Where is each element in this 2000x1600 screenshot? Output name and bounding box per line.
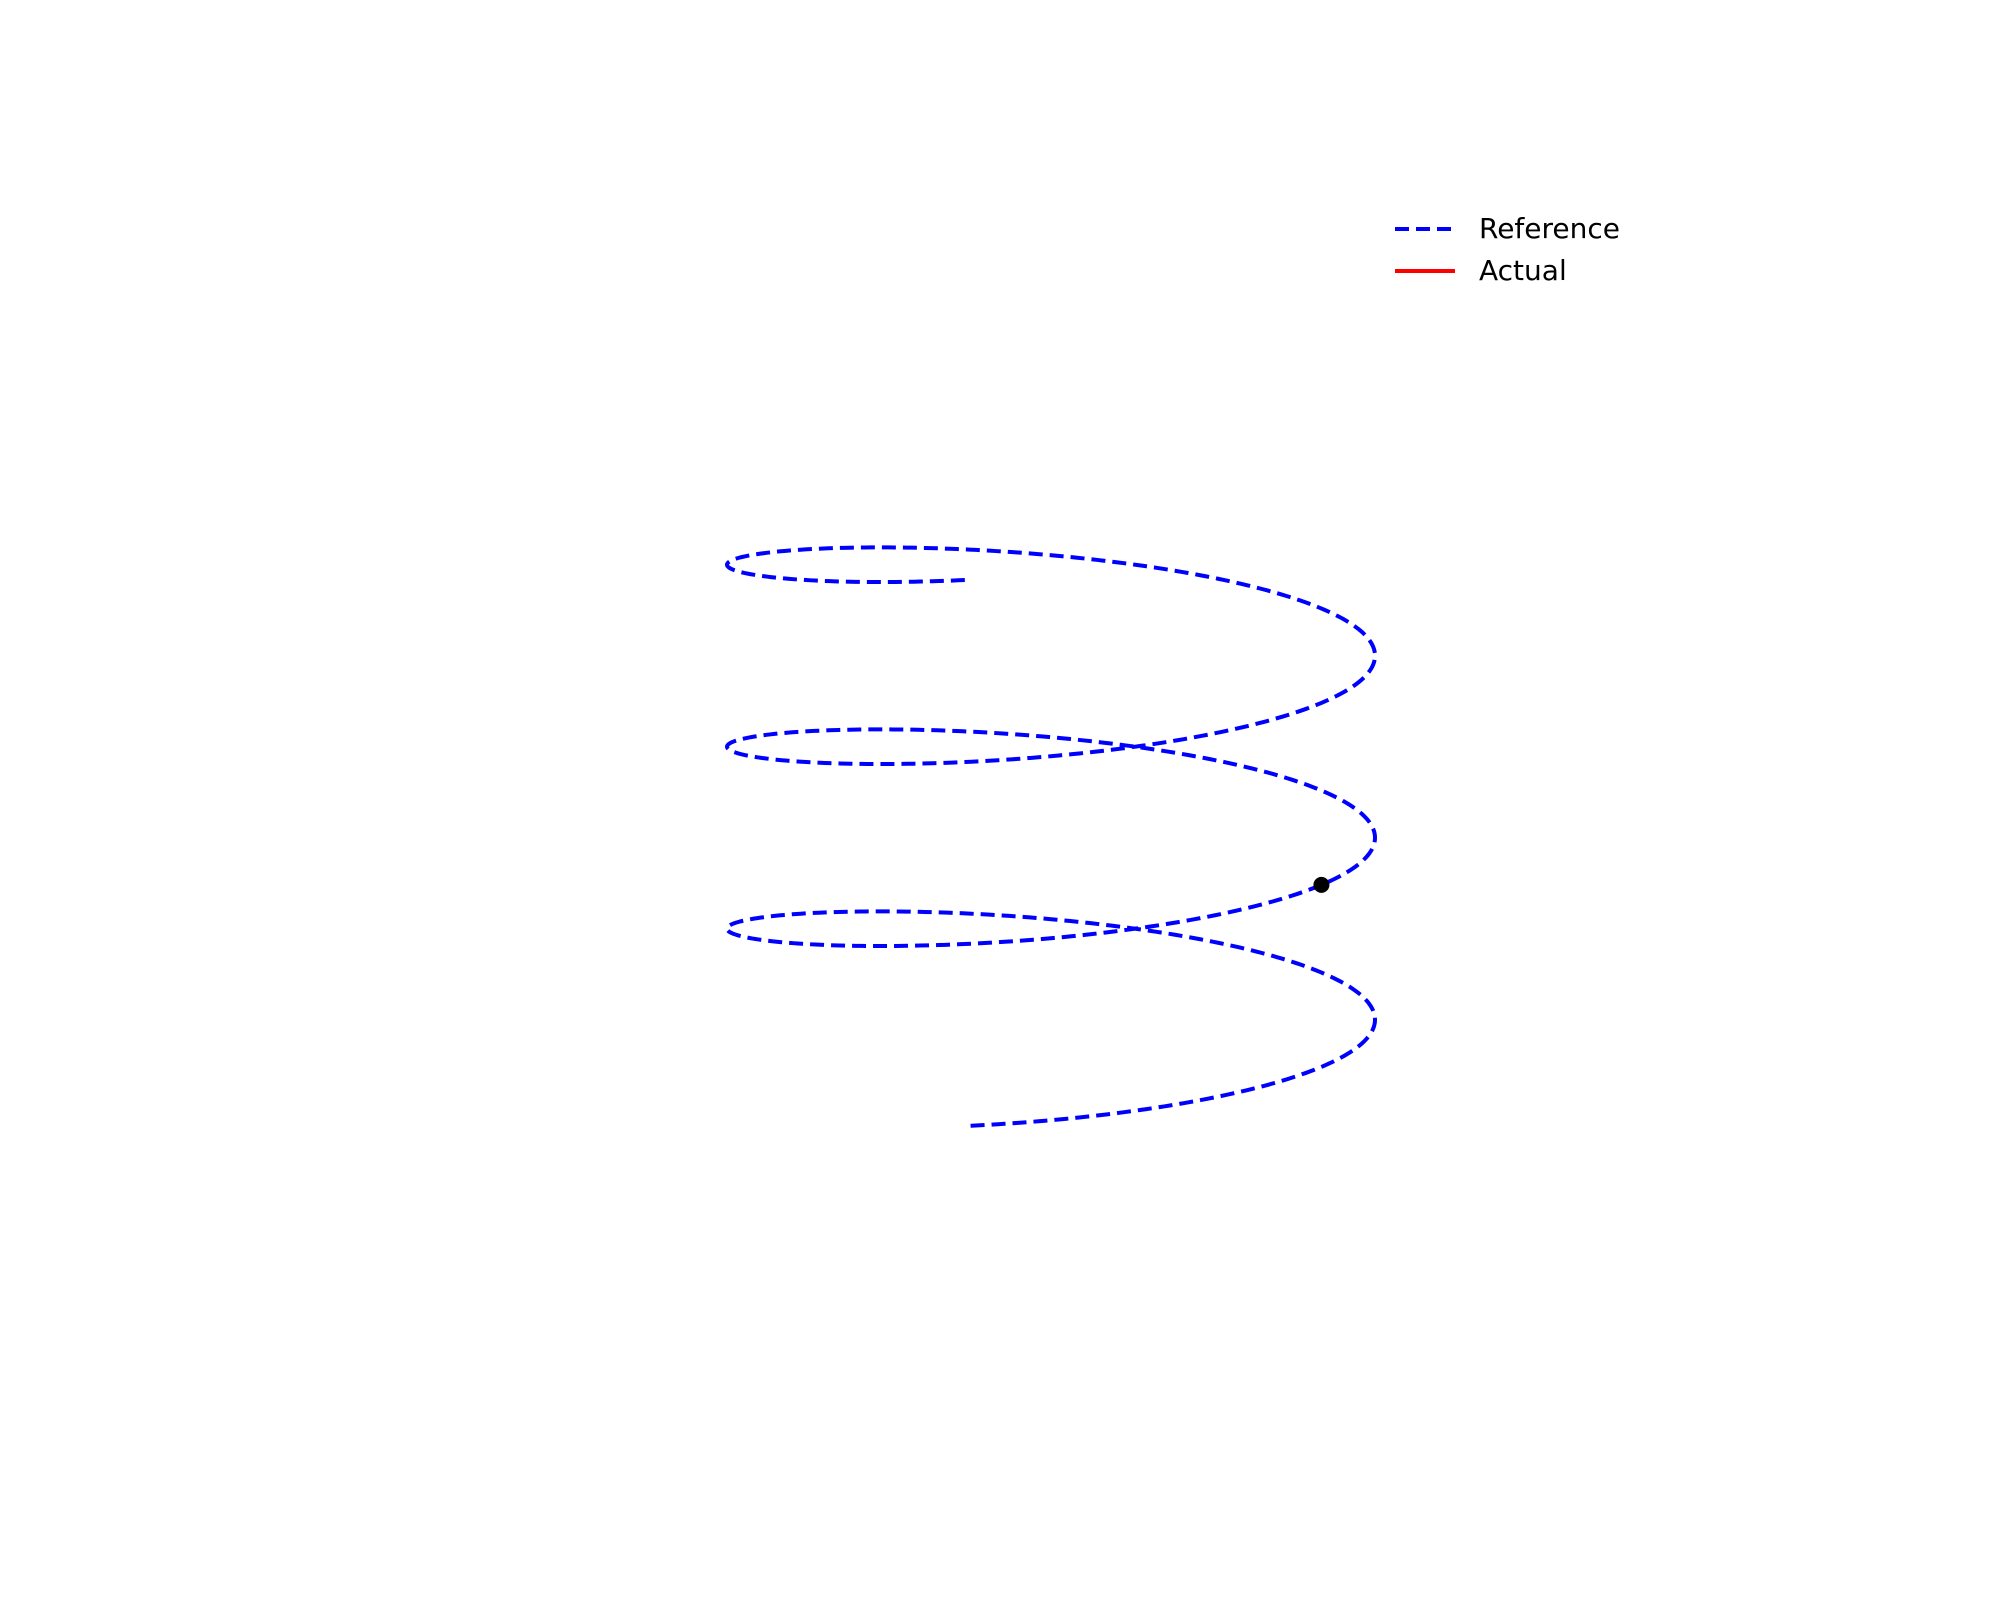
legend-swatch-reference [1395,227,1455,231]
reference-helix-line [724,545,1378,1129]
reference-trajectory [724,545,1378,1129]
legend: Reference Actual [1395,208,1620,292]
current-position-layer [1313,876,1330,893]
current-position-marker [1313,876,1330,893]
legend-item-reference: Reference [1395,208,1620,250]
legend-label-reference: Reference [1479,212,1620,245]
legend-item-actual: Actual [1395,250,1620,292]
legend-swatch-actual [1395,269,1455,273]
legend-label-actual: Actual [1479,254,1567,287]
